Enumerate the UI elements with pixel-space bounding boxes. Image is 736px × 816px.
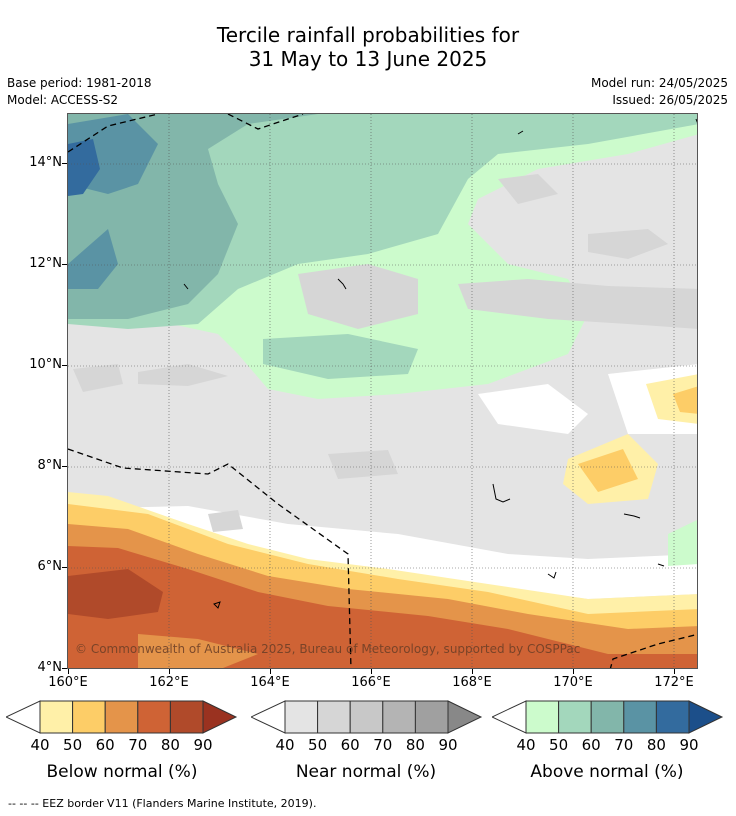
lat-tick (62, 264, 67, 265)
map-title-line2: 31 May to 13 June 2025 (248, 47, 488, 71)
colorbar-swatch (414, 700, 449, 734)
lat-tick (62, 567, 67, 568)
colorbar-swatch (349, 700, 384, 734)
colorbar-tick-label: 40 (516, 736, 536, 754)
colorbar-tick-label: 60 (581, 736, 601, 754)
lon-tick (270, 669, 271, 674)
colorbar-swatch (317, 700, 351, 734)
lat-tick (62, 163, 67, 164)
colorbar-swatch (169, 700, 204, 734)
lon-label-164e: 164°E (250, 675, 290, 690)
base-period: Base period: 1981-2018 (7, 76, 152, 90)
lon-tick (674, 669, 675, 674)
colorbar-tick-label: 90 (438, 736, 458, 754)
colorbar-swatch (72, 700, 106, 734)
eez-footnote: -- -- -- EEZ border V11 (Flanders Marine… (8, 797, 317, 810)
model-name: Model: ACCESS-S2 (7, 93, 119, 107)
probability-map (67, 113, 698, 669)
colorbar-tick-label: 90 (679, 736, 699, 754)
colorbar-swatch (104, 700, 139, 734)
above-normal-colorbar (492, 700, 724, 734)
lat-label-12n: 12°N (29, 256, 62, 271)
lon-tick (68, 669, 69, 674)
lon-tick (169, 669, 170, 674)
lon-tick (371, 669, 372, 674)
colorbar-tick-label: 80 (405, 736, 425, 754)
lat-tick (62, 668, 67, 669)
lat-label-8n: 8°N (37, 458, 63, 473)
lon-label-166e: 166°E (351, 675, 391, 690)
colorbar-tick-label: 60 (95, 736, 115, 754)
lat-label-14n: 14°N (29, 155, 62, 170)
lat-tick (62, 365, 67, 366)
colorbar-swatch (655, 700, 690, 734)
below-normal-label: Below normal (%) (46, 762, 198, 782)
near-normal-colorbar (251, 700, 483, 734)
colorbar-tick-label: 80 (160, 736, 180, 754)
colorbar-swatch (137, 700, 171, 734)
colorbar-swatch (623, 700, 657, 734)
lon-label-172e: 172°E (654, 675, 694, 690)
colorbar-swatch (382, 700, 416, 734)
colorbar-swatch (284, 700, 319, 734)
colorbar-swatch (558, 700, 592, 734)
colorbar-tick-label: 50 (549, 736, 569, 754)
colorbar-tick-label: 50 (308, 736, 328, 754)
above-normal-label: Above normal (%) (530, 762, 684, 782)
colorbar-tick-label: 50 (63, 736, 83, 754)
issued-date: Issued: 26/05/2025 (612, 93, 728, 107)
below-normal-colorbar (6, 700, 238, 734)
lon-label-170e: 170°E (553, 675, 593, 690)
colorbar-tick-label: 40 (30, 736, 50, 754)
lon-label-160e: 160°E (48, 675, 88, 690)
colorbar-swatch (525, 700, 560, 734)
colorbar-tick-label: 90 (193, 736, 213, 754)
lon-label-168e: 168°E (452, 675, 492, 690)
colorbar-tick-label: 70 (614, 736, 634, 754)
map-title-line1: Tercile rainfall probabilities for (216, 23, 520, 47)
colorbar-swatch (590, 700, 625, 734)
near-normal-label: Near normal (%) (295, 762, 437, 782)
colorbar-tick-label: 70 (128, 736, 148, 754)
colorbar-swatch (39, 700, 74, 734)
lon-tick (472, 669, 473, 674)
lat-label-10n: 10°N (29, 357, 62, 372)
colorbar-tick-label: 80 (646, 736, 666, 754)
model-run: Model run: 24/05/2025 (590, 76, 728, 90)
lat-tick (62, 466, 67, 467)
lat-label-4n: 4°N (37, 660, 63, 675)
colorbar-tick-label: 60 (340, 736, 360, 754)
colorbar-tick-label: 70 (373, 736, 393, 754)
lat-label-6n: 6°N (37, 559, 63, 574)
copyright-notice: © Commonwealth of Australia 2025, Bureau… (75, 642, 581, 656)
lon-label-162e: 162°E (149, 675, 189, 690)
lon-tick (573, 669, 574, 674)
colorbar-tick-label: 40 (275, 736, 295, 754)
